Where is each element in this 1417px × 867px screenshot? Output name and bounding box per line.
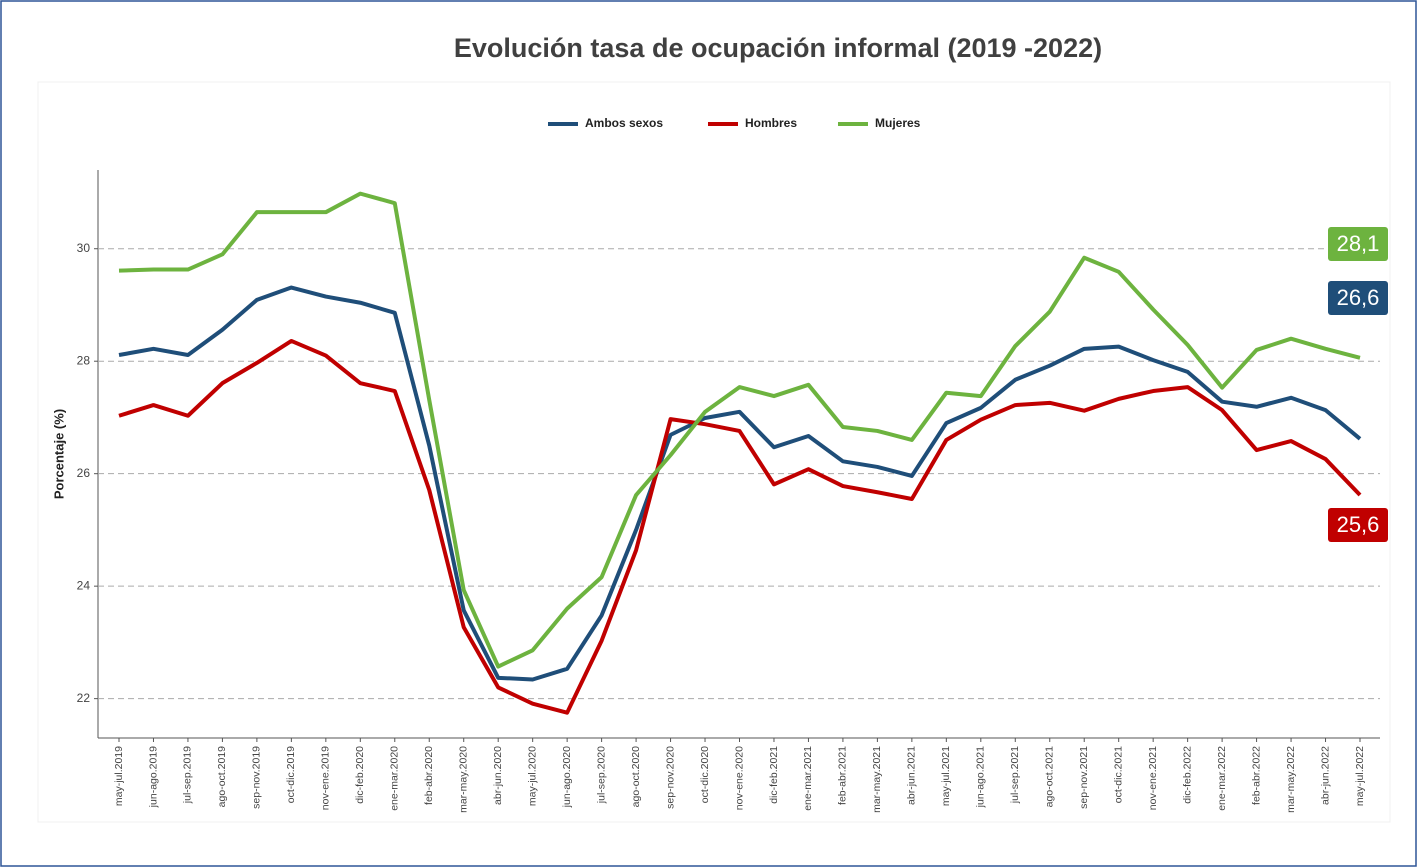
x-tick-label: jul-sep.2019 xyxy=(182,746,194,804)
x-tick-label: mar-may.2022 xyxy=(1285,746,1297,813)
chart-title: Evolución tasa de ocupación informal (20… xyxy=(454,33,1102,63)
x-tick-label: jun-ago.2021 xyxy=(975,746,987,808)
x-tick-label: abr-jun.2020 xyxy=(492,746,504,805)
x-tick-label: feb-abr.2021 xyxy=(837,746,849,805)
legend-label: Hombres xyxy=(745,116,797,130)
x-tick-label: feb-abr.2020 xyxy=(423,746,435,805)
y-tick-label: 26 xyxy=(77,466,91,480)
x-tick-label: may-jul.2021 xyxy=(940,746,952,806)
series-line xyxy=(118,191,1361,669)
end-label-box xyxy=(1328,508,1388,542)
x-tick-label: nov-ene.2021 xyxy=(1147,746,1159,810)
x-tick-label: may-jul.2020 xyxy=(526,746,538,806)
x-tick-label: oct-dic.2020 xyxy=(699,746,711,803)
end-label: 28,1 xyxy=(1337,231,1380,256)
x-tick-label: jun-ago.2019 xyxy=(147,746,159,808)
x-tick-label: feb-abr.2022 xyxy=(1250,746,1262,805)
x-tick-label: ene-mar.2022 xyxy=(1216,746,1228,811)
x-tick-label: ago-oct.2020 xyxy=(630,746,642,807)
x-tick-label: sep-nov.2019 xyxy=(251,746,263,809)
x-tick-label: abr-jun.2021 xyxy=(906,746,918,805)
end-label-box xyxy=(1328,227,1388,261)
x-tick-label: ago-oct.2019 xyxy=(216,746,228,807)
x-tick-label: oct-dic.2021 xyxy=(1112,746,1124,803)
x-tick-label: dic-feb.2021 xyxy=(768,746,780,804)
x-tick-label: may-jul.2022 xyxy=(1354,746,1366,806)
x-tick-label: mar-may.2021 xyxy=(871,746,883,813)
legend-label: Ambos sexos xyxy=(585,116,663,130)
series-line xyxy=(118,285,1362,682)
x-tick-label: jul-sep.2020 xyxy=(595,746,607,804)
x-tick-label: abr-jun.2022 xyxy=(1319,746,1331,805)
end-label: 25,6 xyxy=(1337,512,1380,537)
x-tick-label: jun-ago.2020 xyxy=(561,746,573,808)
y-tick-label: 28 xyxy=(77,353,91,367)
end-label-box xyxy=(1328,281,1388,315)
y-tick-label: 22 xyxy=(77,691,91,705)
legend-label: Mujeres xyxy=(875,116,921,130)
x-tick-label: dic-feb.2022 xyxy=(1181,746,1193,804)
x-tick-label: jul-sep.2021 xyxy=(1009,746,1021,804)
end-label: 26,6 xyxy=(1337,285,1380,310)
x-tick-label: sep-nov.2020 xyxy=(664,746,676,809)
x-tick-label: dic-feb.2020 xyxy=(354,746,366,804)
x-tick-label: nov-ene.2020 xyxy=(733,746,745,810)
plot-panel xyxy=(37,81,1391,823)
y-tick-label: 24 xyxy=(77,578,91,592)
x-tick-label: may-jul.2019 xyxy=(113,746,125,806)
series-line xyxy=(118,338,1362,715)
y-axis-label: Porcentaje (%) xyxy=(51,409,66,499)
x-tick-label: mar-may.2020 xyxy=(458,746,470,813)
y-tick-label: 30 xyxy=(77,241,91,255)
x-tick-label: ene-mar.2020 xyxy=(389,746,401,811)
x-tick-label: ene-mar.2021 xyxy=(802,746,814,811)
x-tick-label: oct-dic.2019 xyxy=(285,746,297,803)
x-tick-label: nov-ene.2019 xyxy=(320,746,332,810)
x-tick-label: ago-oct.2021 xyxy=(1044,746,1056,807)
x-tick-label: sep-nov.2021 xyxy=(1078,746,1090,809)
